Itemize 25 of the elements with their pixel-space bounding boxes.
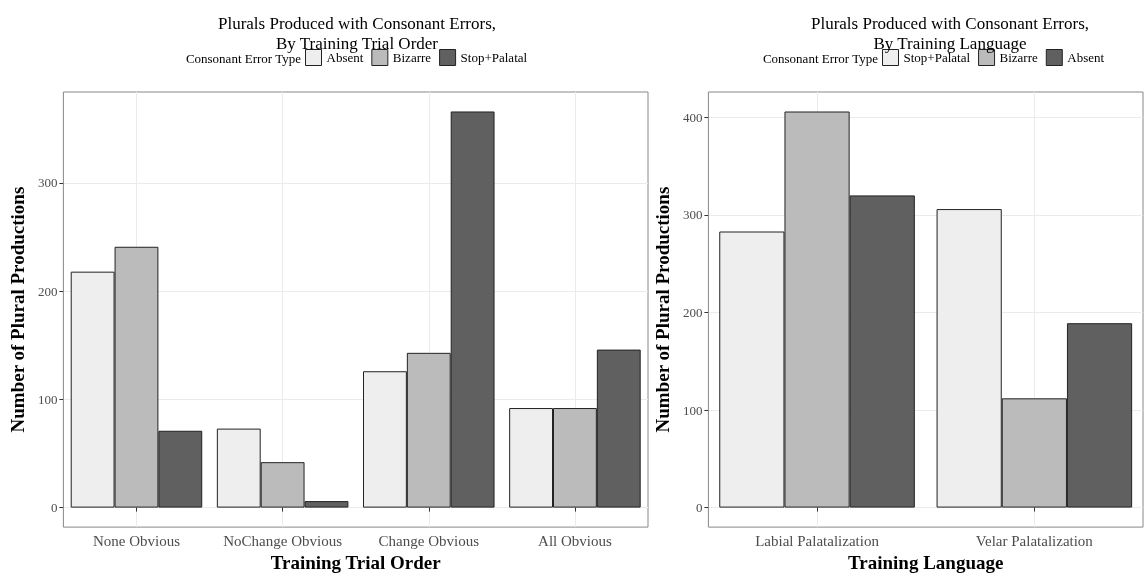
y-tick-label: 100 <box>682 402 703 418</box>
x-axis-title: Training Trial Order <box>270 552 442 573</box>
legend-label: Absent <box>1067 50 1105 65</box>
x-tick-label: Labial Palatalization <box>755 532 880 549</box>
y-axis-title: Number of Plural Productions <box>652 186 673 433</box>
chart-title: Plurals Produced with Consonant Errors, By Training Language <box>810 13 1090 53</box>
y-tick-label: 400 <box>682 109 703 125</box>
x-tick-label: All Obvious <box>538 532 612 549</box>
legend-label: Bizarre <box>392 50 432 65</box>
chart-title: Plurals Produced with Consonant Errors, By Training Trial Order <box>217 13 497 53</box>
x-tick-label: Change Obvious <box>378 532 480 549</box>
x-tick-label: NoChange Obvious <box>223 532 343 549</box>
x-axis-title: Training Language <box>848 552 1004 573</box>
legend-label: Stop+Palatal <box>460 50 528 65</box>
x-tick-label: Velar Palatalization <box>975 532 1094 549</box>
y-tick-label: 300 <box>37 175 58 191</box>
y-tick-label: 200 <box>37 283 58 299</box>
y-tick-label: 0 <box>50 500 58 516</box>
legend-title: Consonant Error Type <box>762 51 879 66</box>
y-tick-label: 0 <box>695 500 703 516</box>
y-tick-label: 100 <box>37 391 58 407</box>
y-tick-label: 300 <box>682 207 703 223</box>
x-tick-label: None Obvious <box>92 532 181 549</box>
y-axis-title: Number of Plural Productions <box>7 186 28 433</box>
y-tick-label: 200 <box>682 304 703 320</box>
